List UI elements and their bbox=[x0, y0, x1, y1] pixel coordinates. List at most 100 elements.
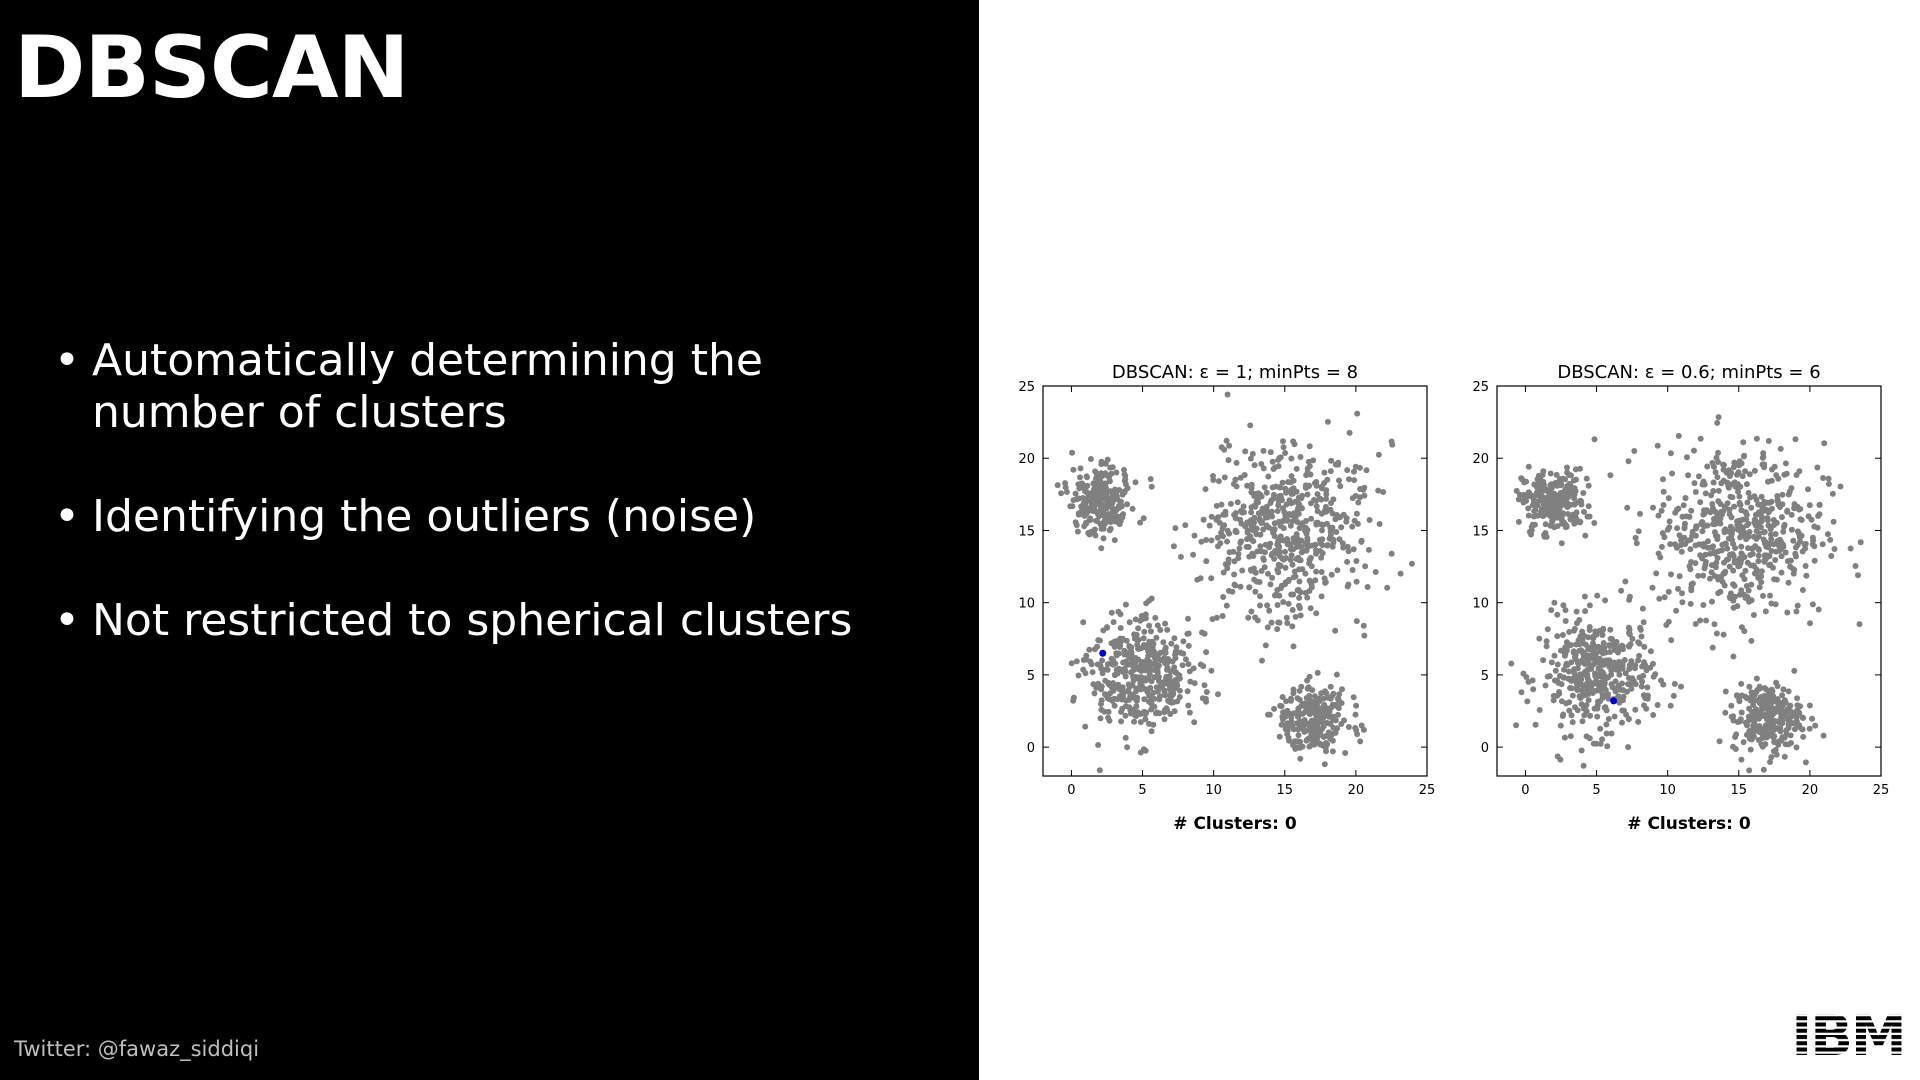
data-point bbox=[1528, 492, 1535, 499]
data-point bbox=[1558, 698, 1565, 705]
data-point bbox=[1602, 649, 1609, 656]
data-point bbox=[1695, 473, 1702, 480]
data-point bbox=[1697, 435, 1704, 442]
data-point bbox=[1147, 476, 1154, 482]
data-point bbox=[1711, 621, 1718, 628]
data-point bbox=[1243, 543, 1250, 550]
data-point bbox=[1742, 719, 1749, 726]
data-point bbox=[1629, 635, 1636, 642]
data-point bbox=[1586, 602, 1593, 609]
data-point bbox=[1284, 537, 1291, 544]
data-point bbox=[1132, 479, 1139, 486]
data-point bbox=[1733, 692, 1740, 699]
data-point bbox=[1759, 735, 1766, 741]
data-point bbox=[1110, 619, 1117, 626]
data-point bbox=[1354, 520, 1361, 527]
data-point bbox=[1282, 450, 1289, 456]
y-tick-label: 5 bbox=[1481, 669, 1489, 684]
data-point bbox=[1330, 716, 1337, 723]
data-point bbox=[1704, 522, 1711, 529]
data-point bbox=[1715, 487, 1722, 494]
data-point bbox=[1133, 631, 1140, 638]
data-point bbox=[1518, 475, 1525, 482]
data-point bbox=[1240, 503, 1247, 510]
data-point bbox=[1702, 558, 1709, 565]
data-point bbox=[1091, 690, 1098, 697]
data-point bbox=[1560, 490, 1567, 496]
data-point bbox=[1682, 541, 1689, 548]
data-point bbox=[1572, 652, 1579, 659]
data-point bbox=[1580, 684, 1587, 691]
data-point bbox=[1177, 553, 1184, 560]
data-point bbox=[1754, 687, 1761, 693]
data-point bbox=[1318, 593, 1325, 600]
data-point bbox=[1260, 555, 1267, 562]
data-point bbox=[1296, 578, 1303, 585]
data-point bbox=[1106, 499, 1113, 505]
data-point bbox=[1742, 594, 1749, 601]
data-point bbox=[1791, 505, 1798, 512]
data-point bbox=[1574, 707, 1581, 714]
data-point bbox=[1108, 609, 1115, 616]
data-point bbox=[1702, 551, 1709, 558]
data-point bbox=[1768, 477, 1775, 484]
data-point bbox=[1563, 499, 1570, 506]
data-point bbox=[1185, 702, 1192, 709]
data-point bbox=[1638, 633, 1645, 640]
data-point bbox=[1566, 472, 1573, 478]
data-point bbox=[1602, 692, 1609, 699]
data-point bbox=[1748, 637, 1755, 644]
data-point bbox=[1676, 573, 1683, 580]
data-point bbox=[1678, 548, 1685, 555]
data-point bbox=[1110, 495, 1117, 502]
data-point bbox=[1807, 620, 1813, 627]
data-point bbox=[1577, 518, 1584, 525]
data-point bbox=[1091, 527, 1098, 533]
data-point bbox=[1354, 410, 1361, 417]
data-point bbox=[1829, 490, 1836, 497]
data-point bbox=[1592, 670, 1598, 677]
data-point bbox=[1753, 535, 1760, 542]
data-point bbox=[1594, 592, 1601, 599]
data-point bbox=[1119, 512, 1126, 519]
data-point bbox=[1251, 462, 1258, 469]
data-point bbox=[1611, 647, 1618, 653]
data-point bbox=[1097, 493, 1104, 500]
data-point bbox=[1182, 522, 1189, 529]
data-point bbox=[1135, 656, 1142, 663]
data-point bbox=[1581, 508, 1587, 515]
data-point bbox=[1261, 484, 1268, 491]
data-point bbox=[1296, 525, 1303, 532]
data-point bbox=[1365, 546, 1372, 553]
data-point bbox=[1806, 702, 1813, 709]
data-point bbox=[1095, 637, 1102, 644]
data-point bbox=[1756, 584, 1763, 591]
data-point bbox=[1768, 498, 1775, 505]
data-point bbox=[1799, 587, 1806, 593]
data-point bbox=[1821, 440, 1828, 447]
data-point bbox=[1221, 474, 1228, 481]
x-tick-label: 0 bbox=[1067, 783, 1075, 798]
data-point bbox=[1577, 465, 1583, 472]
data-point bbox=[1792, 436, 1799, 443]
data-point bbox=[1788, 526, 1795, 533]
data-point bbox=[1089, 669, 1096, 676]
data-point bbox=[1811, 557, 1818, 564]
data-point bbox=[1541, 532, 1547, 538]
data-point bbox=[1681, 534, 1688, 541]
data-point bbox=[1776, 547, 1783, 554]
data-point bbox=[1720, 631, 1727, 638]
data-point bbox=[1118, 718, 1125, 725]
data-point bbox=[1166, 675, 1173, 682]
data-point bbox=[1248, 481, 1255, 488]
left-panel: DBSCAN • Automatically determining the n… bbox=[0, 0, 979, 1080]
data-point bbox=[1141, 696, 1148, 703]
data-point bbox=[1218, 444, 1225, 451]
data-point bbox=[1558, 540, 1565, 547]
data-point bbox=[1297, 724, 1303, 730]
data-point bbox=[1769, 466, 1775, 473]
data-point bbox=[1626, 666, 1633, 672]
slide-title: DBSCAN bbox=[14, 18, 410, 118]
bullet-item: • Not restricted to spherical clusters bbox=[50, 595, 910, 647]
data-point bbox=[1259, 508, 1265, 514]
